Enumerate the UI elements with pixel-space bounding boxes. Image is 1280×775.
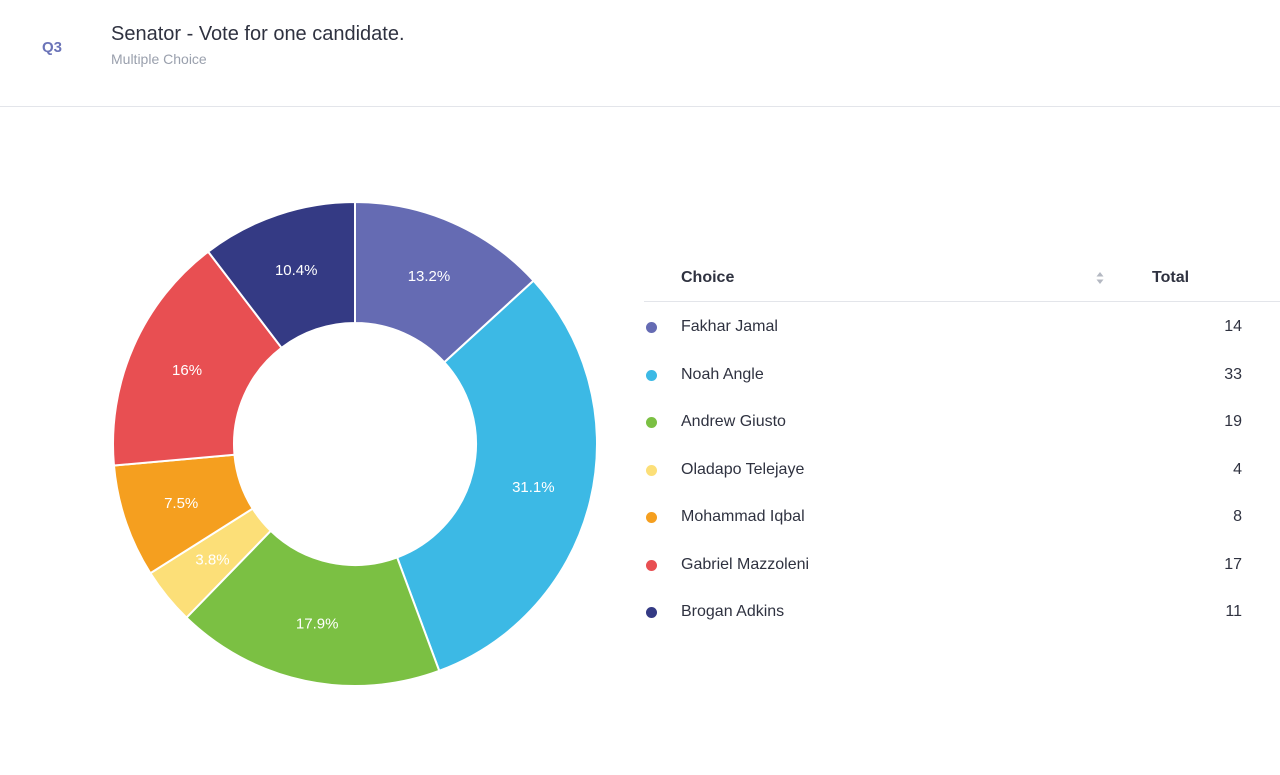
slice-percent-label-0: 13.2% — [408, 268, 451, 285]
table-row[interactable]: Fakhar Jamal 14 — [644, 302, 1280, 350]
choice-column-header: Choice — [681, 269, 735, 286]
choice-label: Mohammad Iqbal — [681, 508, 805, 525]
table-row[interactable]: Brogan Adkins 11 — [644, 587, 1280, 635]
slice-percent-label-2: 17.9% — [296, 616, 339, 633]
choice-label: Noah Angle — [681, 365, 764, 383]
table-body: Fakhar Jamal 14 Noah Angle 33 Andrew Giusto 1… — [644, 302, 1280, 635]
choice-label: Brogan Adkins — [681, 603, 785, 620]
choice-total: 11 — [1225, 603, 1242, 620]
donut-slice-0[interactable] — [354, 200, 535, 364]
legend-color-dot — [646, 417, 657, 428]
donut-chart: 13.2% 31.1% 17.9% 3.8% 7.5% 16% 10.4% — [112, 200, 599, 687]
legend-color-dot — [646, 369, 657, 381]
results-table: Choice Total Fakhar Jamal 14 Noah Angle 33 A… — [644, 253, 1280, 635]
legend-color-dot — [646, 512, 657, 523]
table-row[interactable]: Gabriel Mazzoleni 17 — [644, 540, 1280, 588]
sort-arrows-icon[interactable] — [1095, 271, 1105, 285]
choice-total: 19 — [1224, 413, 1242, 430]
donut-slice-2[interactable] — [185, 529, 441, 687]
question-header: Q3 Senator - Vote for one candidate. Mul… — [0, 0, 1280, 107]
donut-slice-5[interactable] — [112, 250, 283, 467]
choice-total: 8 — [1233, 508, 1242, 525]
choice-total: 33 — [1224, 365, 1242, 383]
choice-total: 14 — [1224, 318, 1242, 335]
slice-percent-label-6: 10.4% — [275, 262, 318, 279]
donut-slice-6[interactable] — [206, 200, 356, 350]
total-column-header: Total — [1152, 269, 1190, 286]
legend-color-dot — [646, 322, 657, 333]
table-row[interactable]: Oladapo Telejaye 4 — [644, 445, 1280, 493]
table-header: Choice Total — [644, 253, 1280, 302]
choice-total: 17 — [1224, 555, 1242, 573]
question-title: Senator - Vote for one candidate. — [111, 23, 405, 45]
legend-color-dot — [646, 464, 657, 476]
choice-total: 4 — [1233, 460, 1242, 478]
donut-slice-1[interactable] — [395, 279, 599, 673]
question-type: Multiple Choice — [111, 51, 207, 67]
legend-color-dot — [646, 559, 657, 571]
slice-percent-label-1: 31.1% — [512, 479, 555, 496]
legend-color-dot — [646, 607, 657, 618]
choice-label: Fakhar Jamal — [681, 318, 778, 335]
question-number: Q3 — [42, 39, 63, 56]
table-row[interactable]: Noah Angle 33 — [644, 350, 1280, 398]
slice-percent-label-5: 16% — [172, 362, 202, 379]
donut-chart-container: 13.2% 31.1% 17.9% 3.8% 7.5% 16% 10.4% — [0, 108, 640, 775]
table-row[interactable]: Mohammad Iqbal 8 — [644, 492, 1280, 540]
slice-percent-label-3: 3.8% — [195, 552, 229, 569]
slice-percent-label-4: 7.5% — [164, 495, 198, 512]
choice-label: Oladapo Telejaye — [681, 460, 805, 478]
choice-label: Gabriel Mazzoleni — [681, 555, 810, 573]
table-row[interactable]: Andrew Giusto 19 — [644, 397, 1280, 445]
choice-label: Andrew Giusto — [681, 413, 786, 430]
